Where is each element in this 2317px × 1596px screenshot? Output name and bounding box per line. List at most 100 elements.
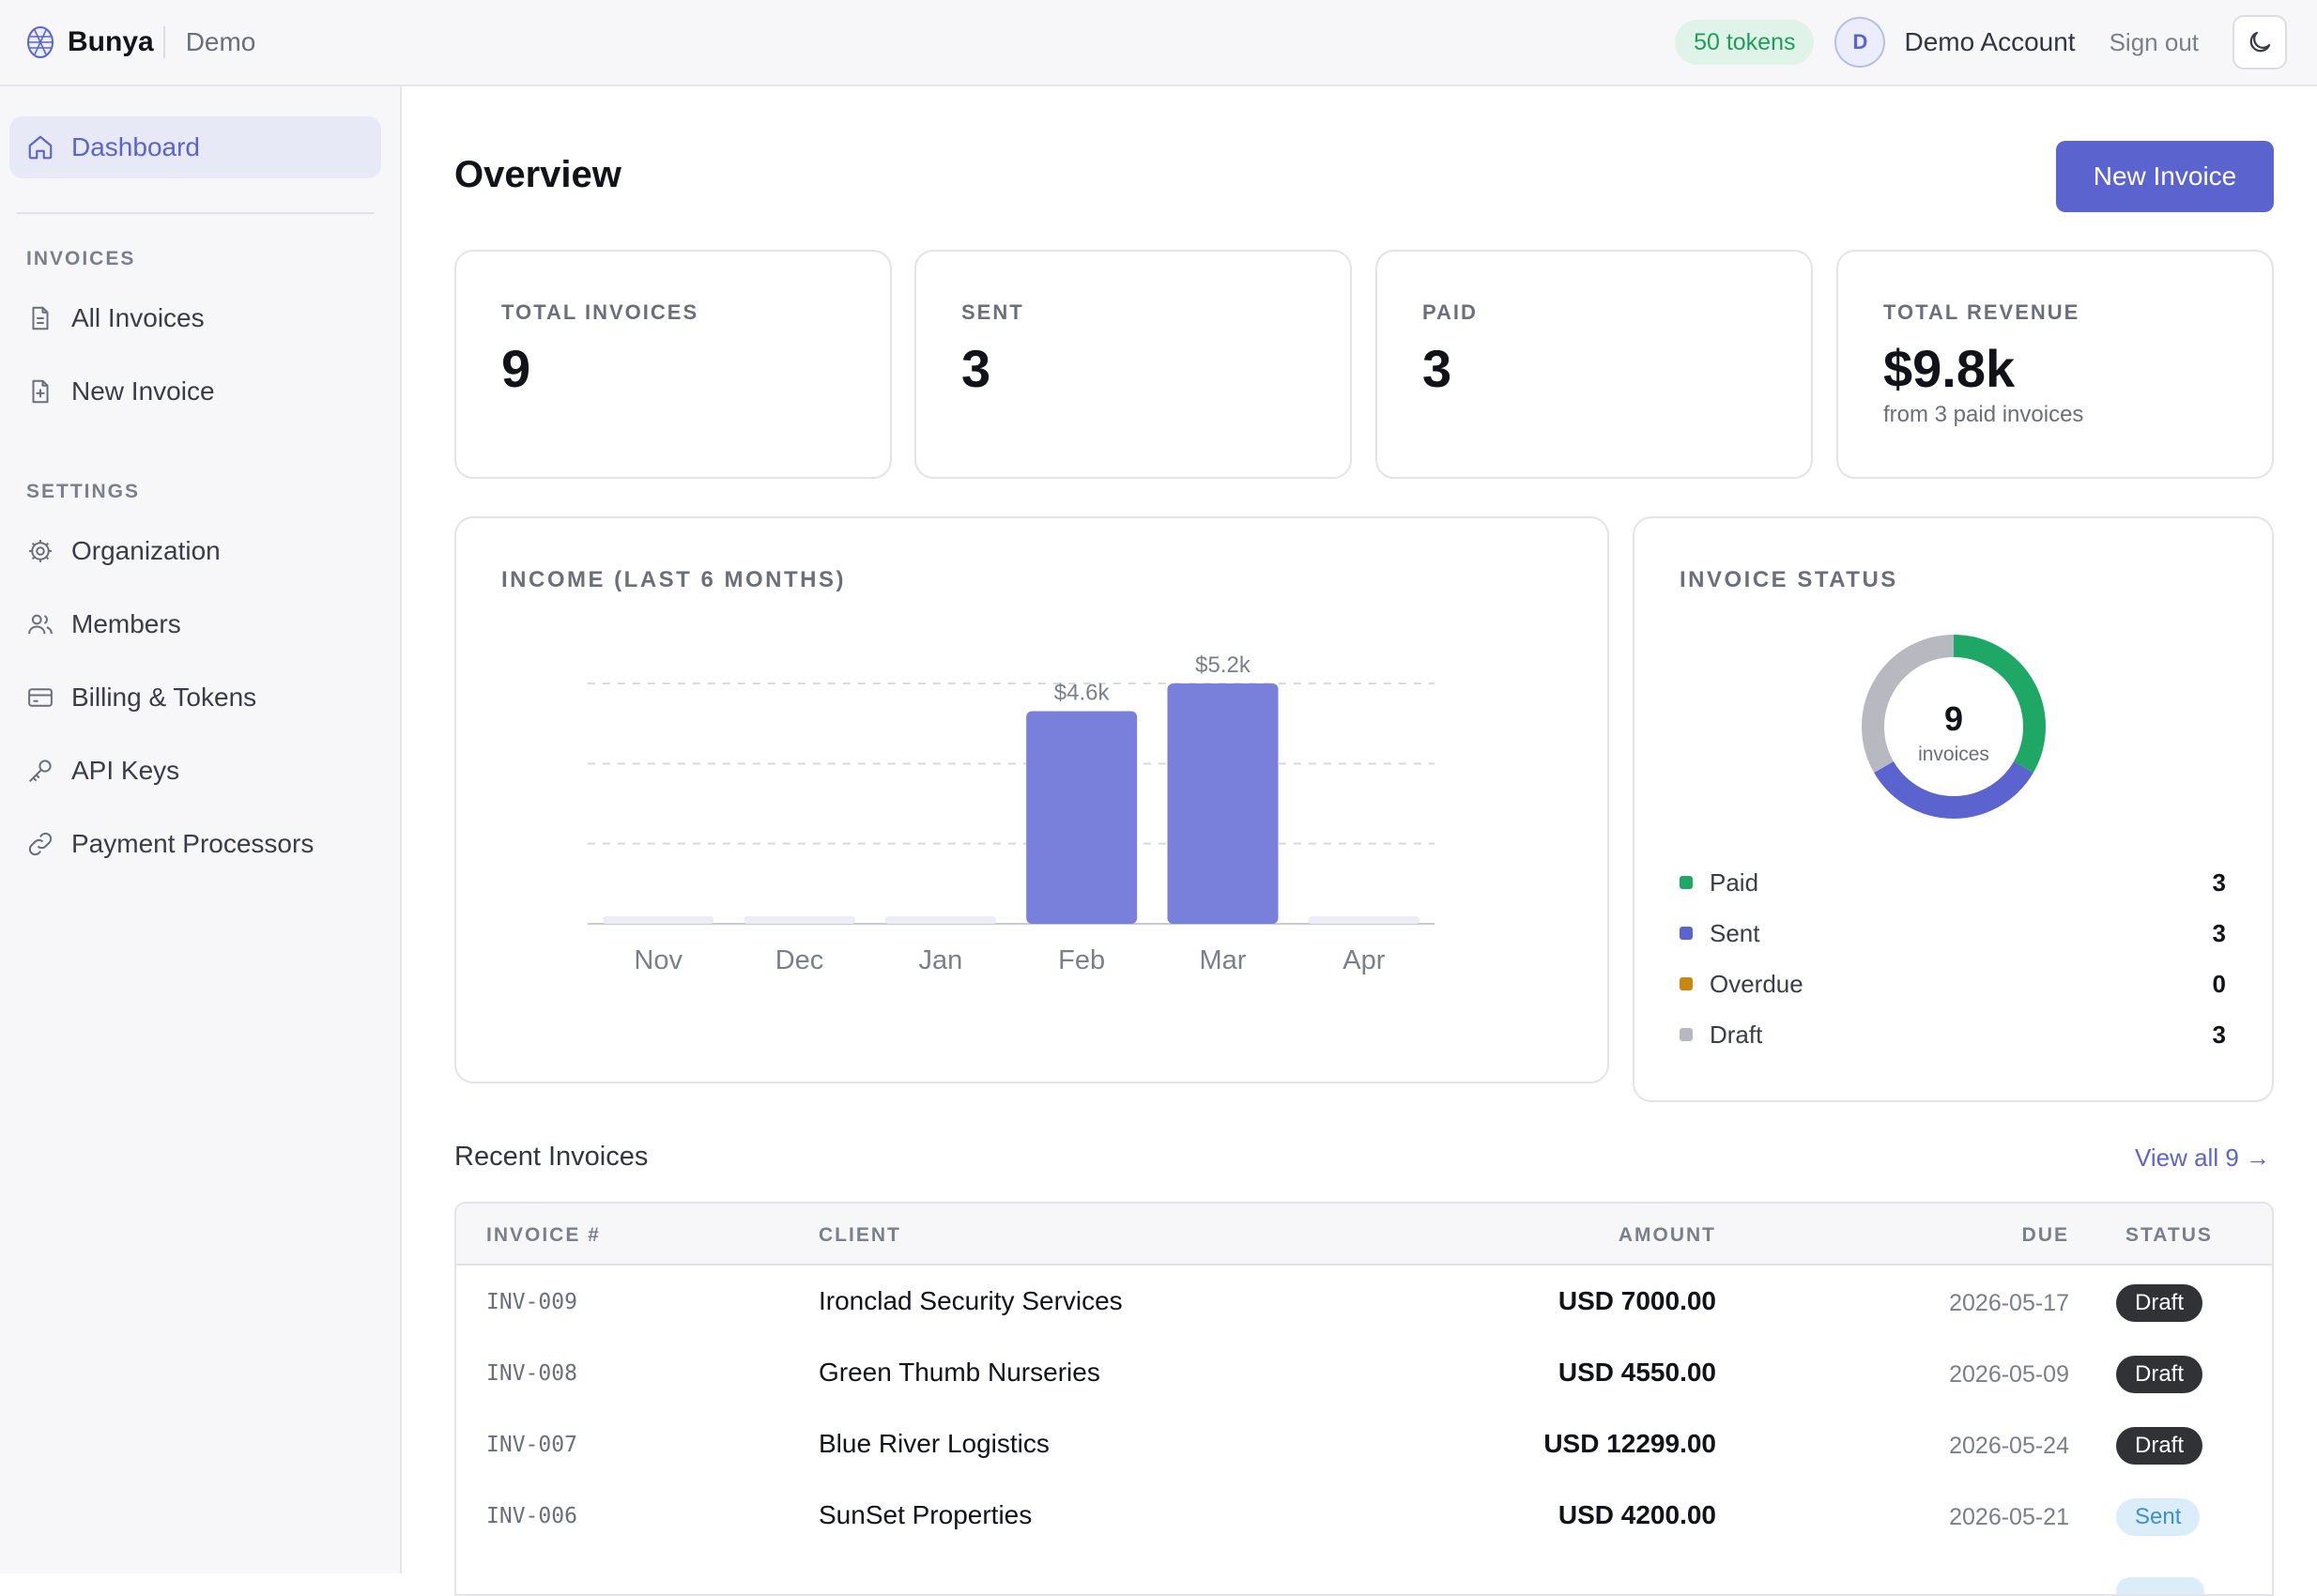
sidebar-item-billing[interactable]: Billing & Tokens [9, 667, 381, 729]
table-row[interactable]: INV-006 SunSet Properties USD 4200.00 20… [456, 1481, 2272, 1553]
brand[interactable]: Bunya [26, 25, 154, 59]
bar-data-label: $4.6k [1054, 681, 1111, 706]
brand-name: Bunya [68, 26, 154, 57]
legend-row-overdue: Overdue 0 [1680, 965, 2226, 1003]
income-chart-card: INCOME (LAST 6 MONTHS) Nov Dec Jan $4.6k Feb… [454, 516, 1609, 1083]
stat-label: TOTAL INVOICES [501, 300, 699, 324]
stat-value: 9 [501, 339, 531, 398]
column-header-client[interactable]: CLIENT [819, 1224, 901, 1246]
column-header-invoice[interactable]: INVOICE # [486, 1224, 601, 1246]
table-row[interactable] [456, 1553, 2272, 1594]
income-chart-title: INCOME (LAST 6 MONTHS) [501, 567, 846, 592]
stat-label: SENT [961, 300, 1024, 324]
due-date: 2026-05-17 [1949, 1290, 2069, 1316]
bar-mar[interactable] [1167, 683, 1279, 924]
users-icon [28, 614, 53, 635]
sidebar-item-api-keys[interactable]: API Keys [9, 740, 381, 802]
sidebar-item-label: Payment Processors [71, 829, 315, 858]
stat-label: TOTAL REVENUE [1883, 300, 2080, 324]
sidebar-item-payment-processors[interactable]: Payment Processors [9, 813, 381, 875]
top-bar: Bunya Demo 50 tokens D Demo Account Sign… [0, 0, 2317, 86]
x-tick-label: Jan [918, 945, 962, 975]
income-bar-chart: Nov Dec Jan $4.6k Feb $5.2k Mar Apr [588, 652, 1435, 975]
sidebar-item-organization[interactable]: Organization [9, 520, 381, 582]
sidebar-item-label: All Invoices [71, 303, 205, 332]
section-label-settings: SETTINGS [26, 481, 141, 502]
table-row[interactable]: INV-007 Blue River Logistics USD 12299.0… [456, 1410, 2272, 1481]
stat-label: PAID [1422, 300, 1478, 324]
tokens-badge[interactable]: 50 tokens [1675, 20, 1815, 65]
invoice-number: INV-007 [486, 1433, 577, 1457]
invoice-number: INV-006 [486, 1504, 577, 1528]
x-tick-label: Nov [634, 945, 683, 975]
brand-divider [162, 26, 165, 58]
donut-slice-draft[interactable] [1862, 635, 1955, 773]
column-header-status[interactable]: STATUS [2125, 1224, 2213, 1246]
status-badge: Sent [2116, 1498, 2201, 1536]
sidebar-divider [17, 212, 374, 214]
environment-label: Demo [185, 27, 256, 56]
view-all-link[interactable]: View all 9 → [2134, 1143, 2270, 1172]
document-plus-icon [32, 379, 49, 404]
status-badge-partial [2116, 1577, 2204, 1594]
document-icon [32, 306, 49, 330]
sidebar-item-dashboard[interactable]: Dashboard [9, 116, 381, 178]
table-row[interactable]: INV-008 Green Thumb Nurseries USD 4550.0… [456, 1339, 2272, 1410]
sidebar-item-all-invoices[interactable]: All Invoices [9, 287, 381, 349]
donut-slice-paid[interactable] [1953, 635, 2046, 773]
x-tick-label: Dec [775, 945, 824, 975]
new-invoice-button[interactable]: New Invoice [2056, 141, 2274, 212]
sidebar-item-label: Dashboard [71, 132, 200, 161]
donut-slice-sent[interactable] [1874, 760, 2033, 819]
theme-toggle-button[interactable] [2233, 15, 2287, 69]
sidebar-item-label: Members [71, 609, 181, 638]
stat-card-total-revenue: TOTAL REVENUE $9.8k from 3 paid invoices [1836, 250, 2274, 479]
legend-label: Paid [1710, 867, 1759, 897]
due-date: 2026-05-21 [1949, 1504, 2069, 1530]
legend-label: Overdue [1710, 969, 1803, 998]
stat-value: 3 [1422, 339, 1452, 398]
bar-dec[interactable] [744, 916, 855, 924]
stat-value: 3 [961, 339, 991, 398]
stat-subtext: from 3 paid invoices [1883, 402, 2084, 427]
bar-feb[interactable] [1026, 711, 1138, 924]
avatar[interactable]: D [1834, 17, 1886, 68]
moon-icon [2249, 31, 2271, 53]
sidebar-item-new-invoice[interactable]: New Invoice [9, 361, 381, 422]
gear-icon [29, 540, 52, 562]
client-name: Green Thumb Nurseries [819, 1358, 1100, 1387]
invoice-number: INV-009 [486, 1290, 577, 1314]
account-name[interactable]: Demo Account [1904, 27, 2076, 56]
sign-out-link[interactable]: Sign out [2109, 27, 2199, 56]
column-header-amount[interactable]: AMOUNT [1618, 1224, 1716, 1246]
invoice-status-title: INVOICE STATUS [1680, 567, 1898, 592]
main-content: Overview New Invoice TOTAL INVOICES 9 SE… [404, 86, 2317, 1596]
status-badge: Draft [2116, 1284, 2203, 1322]
bar-data-label: $5.2k [1195, 652, 1251, 678]
table-row[interactable]: INV-009 Ironclad Security Services USD 7… [456, 1267, 2272, 1339]
legend-swatch [1680, 1028, 1693, 1041]
bar-jan[interactable] [884, 916, 996, 924]
section-label-invoices: INVOICES [26, 248, 136, 269]
column-header-due[interactable]: DUE [2021, 1224, 2069, 1246]
donut-center-label: invoices [1918, 744, 1989, 765]
bar-nov[interactable] [603, 916, 714, 924]
legend-row-sent: Sent 3 [1680, 914, 2226, 952]
client-name: Ironclad Security Services [819, 1286, 1123, 1315]
bar-apr[interactable] [1308, 916, 1419, 924]
invoice-amount: USD 4550.00 [1557, 1358, 1716, 1387]
legend-count: 3 [2212, 867, 2226, 897]
legend-label: Draft [1710, 1020, 1763, 1049]
key-icon [29, 760, 52, 782]
stat-card-total-invoices: TOTAL INVOICES 9 [454, 250, 892, 479]
invoice-status-donut: 9 invoices [1862, 635, 2046, 819]
table-header: INVOICE # CLIENT AMOUNT DUE STATUS [456, 1204, 2272, 1266]
sidebar-item-label: Billing & Tokens [71, 683, 257, 712]
invoice-amount: USD 4200.00 [1557, 1500, 1716, 1529]
client-name: Blue River Logistics [819, 1429, 1050, 1458]
sidebar-item-members[interactable]: Members [9, 593, 381, 655]
invoice-amount: USD 7000.00 [1557, 1286, 1716, 1315]
legend-count: 3 [2212, 1020, 2226, 1049]
legend-label: Sent [1710, 918, 1760, 947]
legend-swatch [1680, 927, 1693, 940]
